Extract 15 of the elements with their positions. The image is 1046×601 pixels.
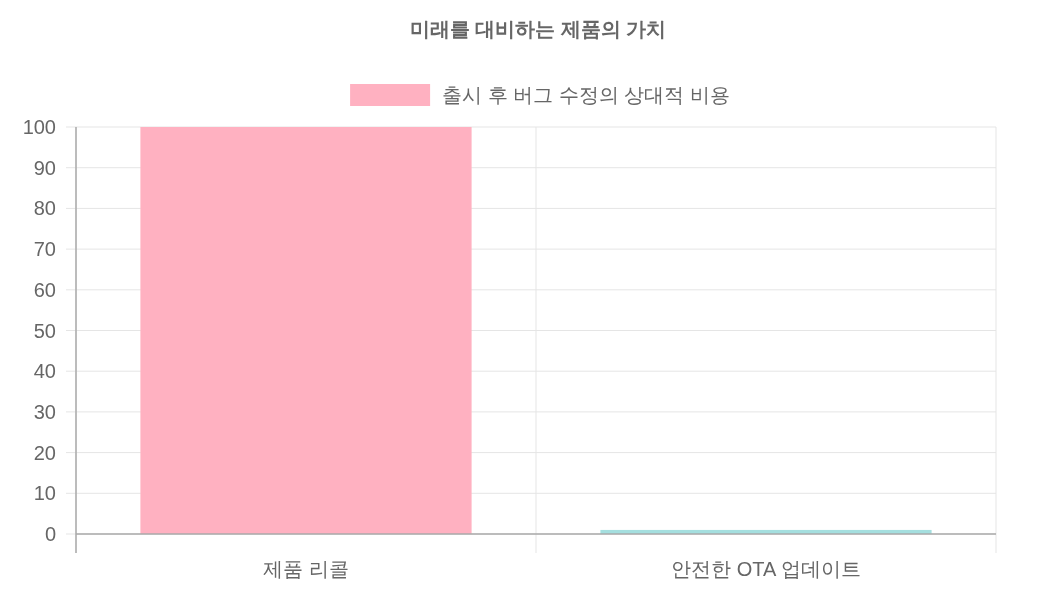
y-tick-label: 100 xyxy=(22,116,56,138)
y-tick-label: 70 xyxy=(33,238,56,261)
y-tick-label: 10 xyxy=(33,482,56,505)
y-tick-label: 20 xyxy=(33,441,56,464)
y-tick-label: 90 xyxy=(33,156,56,179)
y-tick-label: 80 xyxy=(33,197,56,220)
y-tick-label: 30 xyxy=(33,400,56,423)
y-tick-label: 60 xyxy=(33,278,56,301)
y-tick-label: 40 xyxy=(33,360,56,383)
chart-title: 미래를 대비하는 제품의 가치 xyxy=(409,18,667,40)
x-tick-label: 제품 리콜 xyxy=(263,558,349,580)
y-tick-label: 0 xyxy=(44,523,56,545)
legend-label: 출시 후 버그 수정의 상대적 비용 xyxy=(442,84,730,106)
x-tick-label: 안전한 OTA 업데이트 xyxy=(671,558,861,580)
y-tick-label: 50 xyxy=(33,319,56,342)
